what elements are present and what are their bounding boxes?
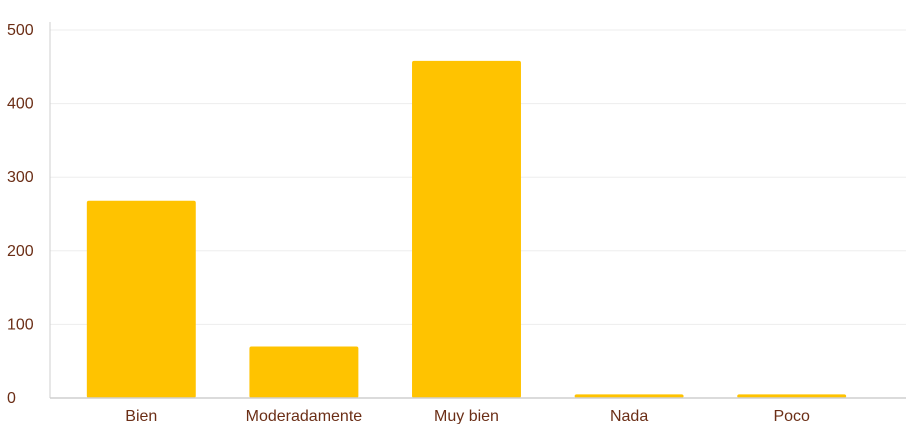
y-tick-label: 0 [7,390,16,407]
x-tick-label: Bien [125,408,157,424]
y-tick-labels: 0 100 200 300 400 500 [7,22,34,407]
y-tick-label: 500 [7,22,34,39]
y-tick-label: 400 [7,96,34,113]
bar-poco [737,394,847,398]
axes [49,22,906,399]
bars [86,60,847,399]
x-tick-labels: Bien Moderadamente Muy bien Nada Poco [125,408,810,424]
bar-bien [86,200,196,398]
bar-nada [574,394,684,398]
x-tick-label: Nada [610,408,648,424]
x-tick-label: Moderadamente [246,408,363,424]
bar-moderadamente [249,346,359,398]
x-tick-label: Muy bien [434,408,499,424]
bar-muy-bien [412,60,521,399]
y-tick-label: 300 [7,169,34,186]
y-tick-label: 100 [7,316,34,333]
x-tick-label: Poco [773,408,810,424]
y-tick-label: 200 [7,243,34,260]
